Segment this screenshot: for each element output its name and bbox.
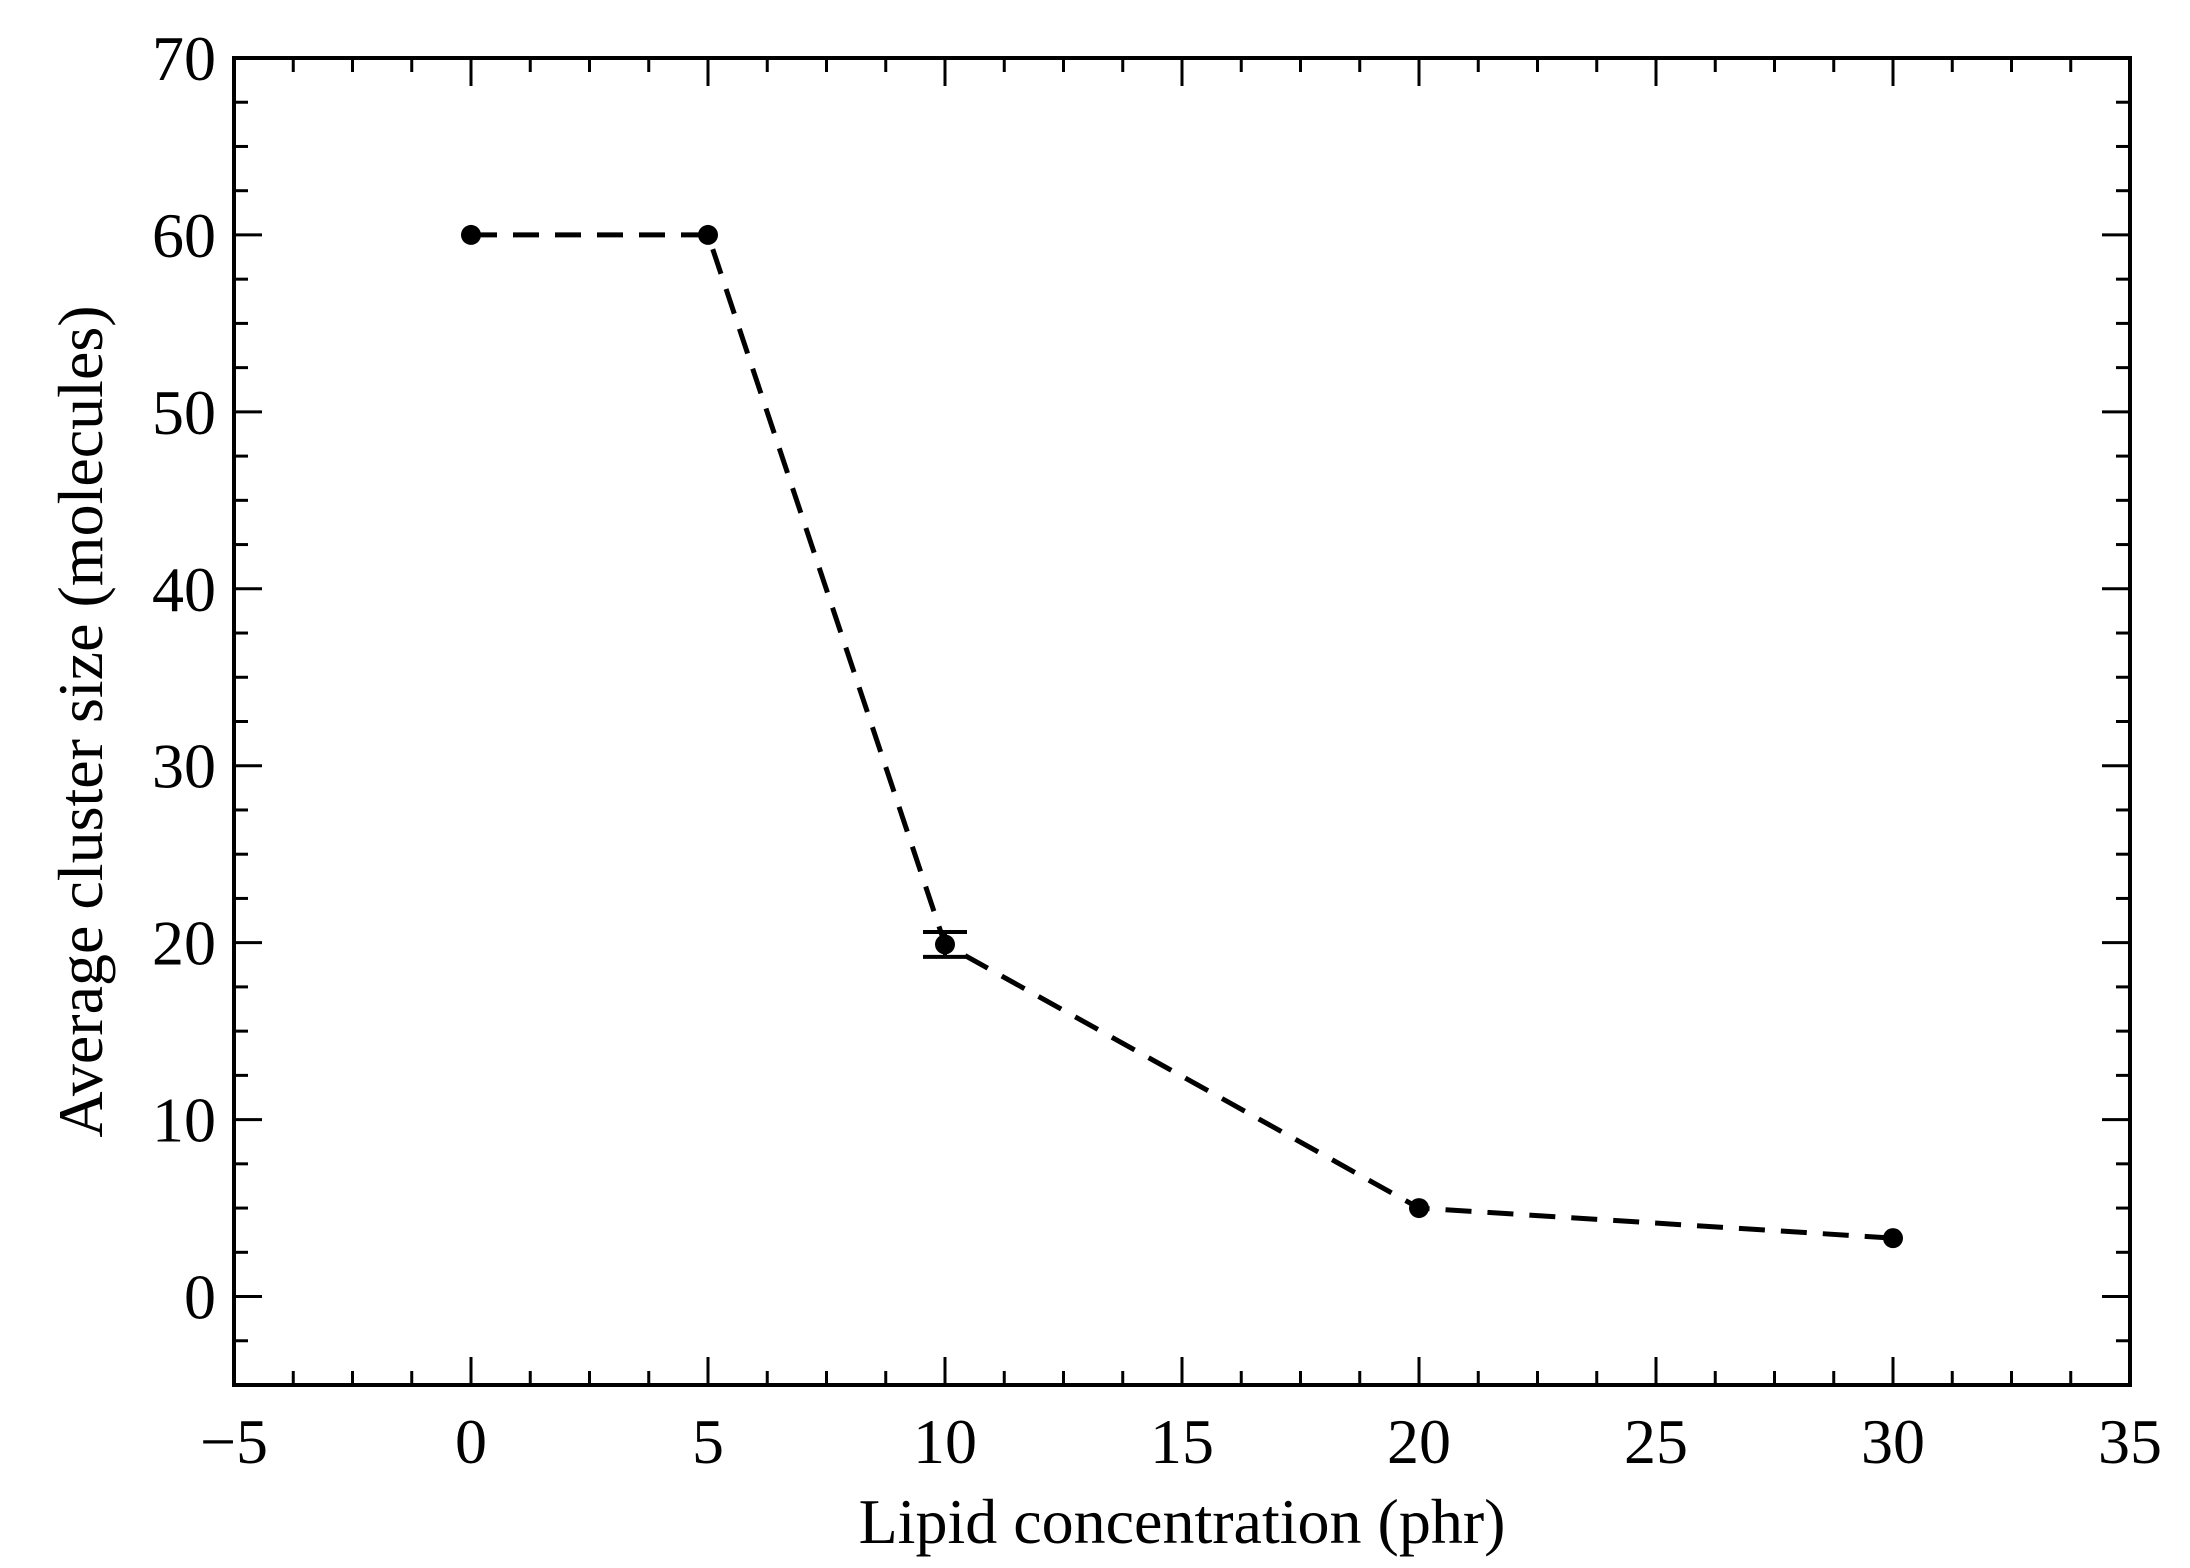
y-axis-title: Average cluster size (molecules) — [45, 305, 116, 1137]
data-point — [935, 934, 955, 955]
data-point — [461, 224, 481, 245]
y-tick-label: 70 — [152, 23, 216, 94]
axis-ticks — [232, 56, 2132, 1387]
x-tick-label: 10 — [913, 1406, 977, 1477]
x-tick-label: 5 — [692, 1406, 724, 1477]
x-tick-label: 15 — [1150, 1406, 1214, 1477]
x-tick-label: 30 — [1861, 1406, 1925, 1477]
y-tick-label: 30 — [152, 731, 216, 802]
data-point — [698, 224, 718, 245]
y-tick-label: 50 — [152, 377, 216, 448]
x-axis-title: Lipid concentration (phr) — [859, 1486, 1506, 1557]
y-tick-label: 0 — [184, 1262, 216, 1333]
series-layer — [461, 224, 1903, 1249]
y-tick-label: 40 — [152, 554, 216, 625]
x-tick-label: −5 — [200, 1406, 268, 1477]
data-point — [1409, 1198, 1429, 1219]
x-tick-label: 0 — [455, 1406, 487, 1477]
x-tick-label: 35 — [2098, 1406, 2162, 1477]
plot-frame — [232, 56, 2132, 1387]
x-tick-label: 25 — [1624, 1406, 1688, 1477]
tick-labels: −5 0 5 10 15 20 25 30 35 0 10 20 30 40 50 60 70 — [152, 23, 2162, 1477]
x-tick-label: 20 — [1387, 1406, 1451, 1477]
y-tick-label: 60 — [152, 200, 216, 271]
data-point — [1883, 1228, 1903, 1249]
y-tick-label: 20 — [152, 908, 216, 979]
y-tick-label: 10 — [152, 1085, 216, 1156]
